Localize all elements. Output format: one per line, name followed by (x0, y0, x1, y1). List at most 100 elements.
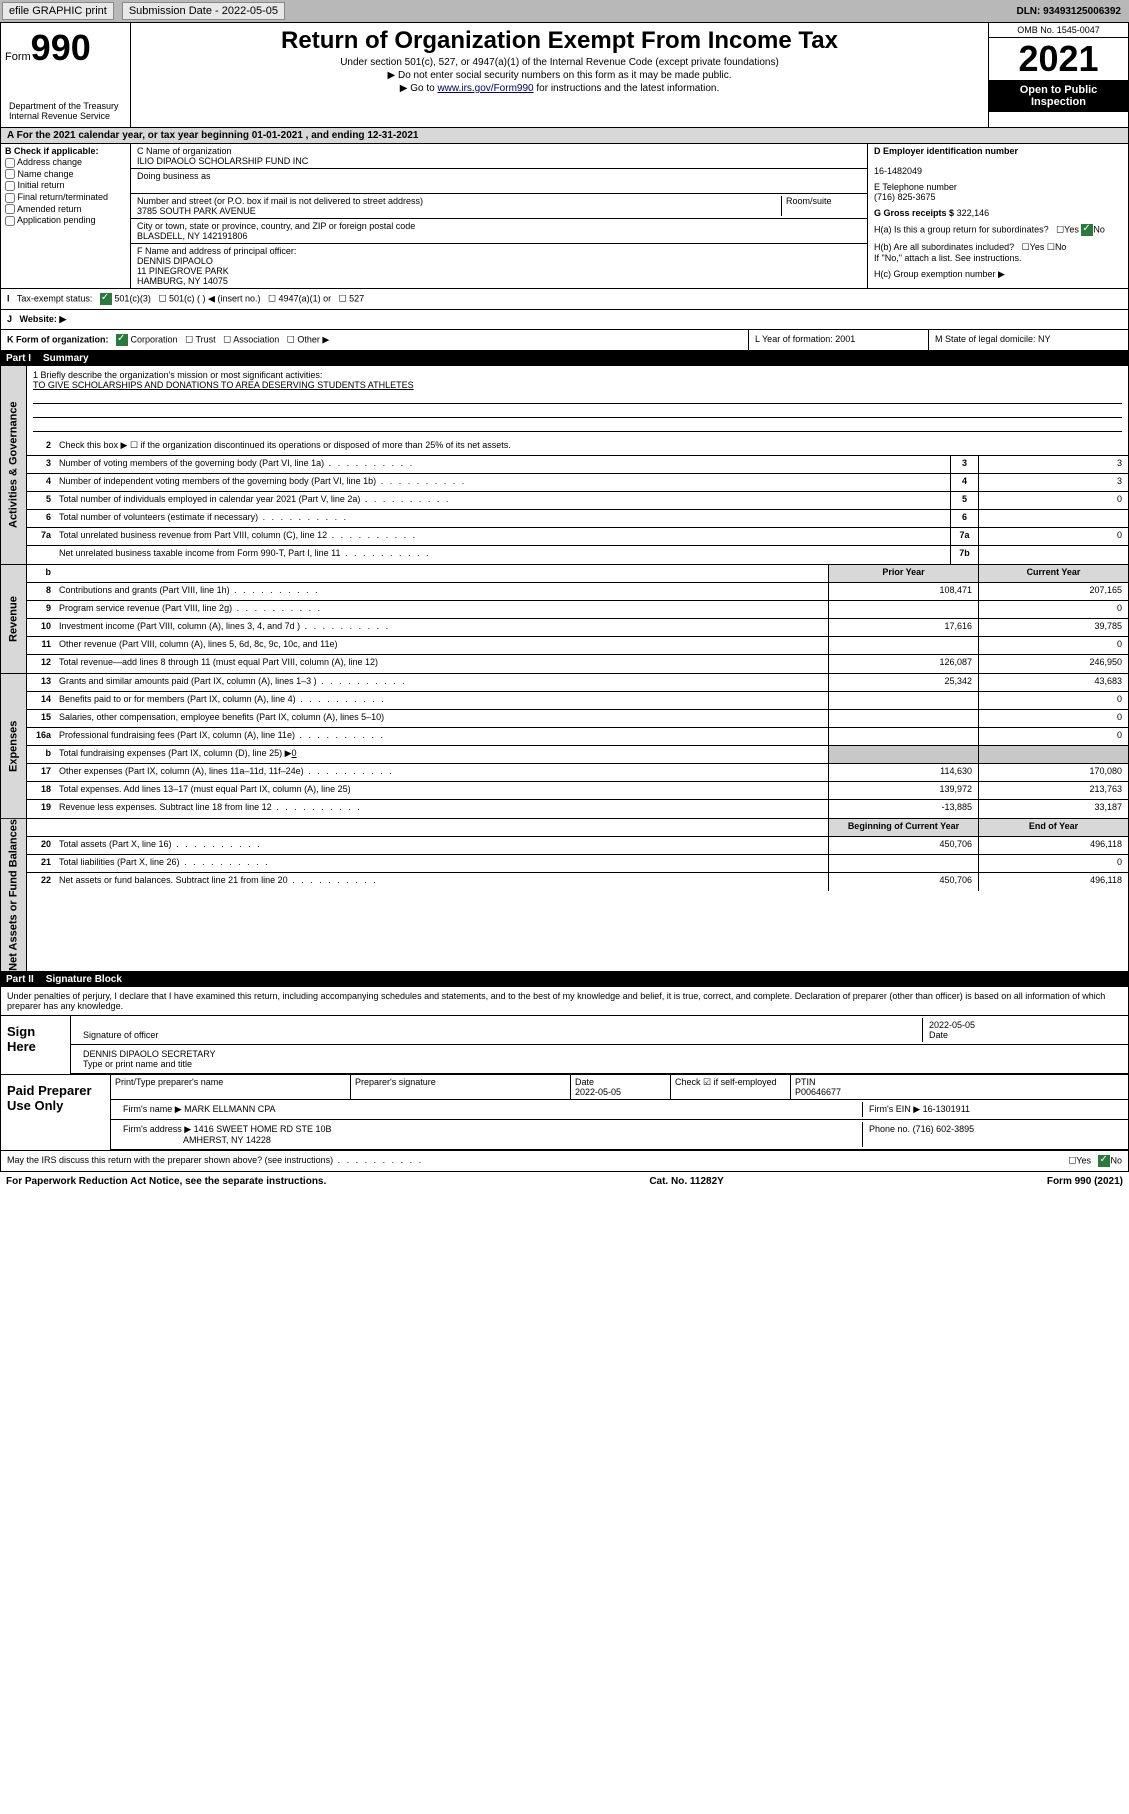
I-lbl: I (7, 293, 10, 303)
lbl-corp: Corporation (131, 334, 178, 344)
ha-lbl: H(a) Is this a group return for subordin… (874, 224, 1049, 234)
c13: 43,683 (978, 674, 1128, 691)
l7a: Total unrelated business revenue from Pa… (55, 528, 950, 545)
tel-lbl: E Telephone number (874, 182, 957, 192)
no1: No (1093, 224, 1105, 234)
ptin: P00646677 (795, 1087, 841, 1097)
c14: 0 (978, 692, 1128, 709)
cb-501c3[interactable] (100, 293, 112, 305)
website-lbl: Website: ▶ (20, 314, 67, 324)
phone: (716) 602-3895 (913, 1124, 975, 1134)
part1-header: Part I Summary (0, 351, 1129, 366)
korg-lbl: K Form of organization: (7, 334, 109, 344)
sig-date-val: 2022-05-05 (929, 1020, 975, 1030)
tab-governance: Activities & Governance (1, 366, 27, 564)
org-name: ILIO DIPAOLO SCHOLARSHIP FUND INC (137, 156, 861, 166)
dept-label: Department of the Treasury Internal Reve… (5, 99, 126, 123)
J-lbl: J (7, 314, 12, 324)
l14: Benefits paid to or for members (Part IX… (55, 692, 828, 709)
p14 (828, 692, 978, 709)
paid-preparer: Paid Preparer Use Only (1, 1075, 111, 1150)
c19: 33,187 (978, 800, 1128, 818)
b20: 450,706 (828, 837, 978, 854)
sig-officer-lbl: Signature of officer (83, 1030, 158, 1040)
cb-ha-no[interactable] (1081, 224, 1093, 236)
discuss-yes: Yes (1076, 1155, 1091, 1165)
v4: 3 (978, 474, 1128, 491)
v3: 3 (978, 456, 1128, 473)
subtitle-1: Under section 501(c), 527, or 4947(a)(1)… (139, 57, 980, 68)
cb-corp[interactable] (116, 334, 128, 346)
l20: Total assets (Part X, line 16) (55, 837, 828, 854)
lbl-addr: Address change (17, 157, 82, 167)
hb-note: If "No," attach a list. See instructions… (874, 253, 1021, 263)
org-city: BLASDELL, NY 142191806 (137, 231, 861, 241)
yes1: Yes (1064, 224, 1079, 234)
cb-final[interactable] (5, 193, 15, 203)
firm-name: MARK ELLMANN CPA (184, 1104, 275, 1114)
part1-lbl: Part I (6, 353, 31, 364)
tel: (716) 825-3675 (874, 192, 936, 202)
part2-title: Signature Block (46, 974, 122, 985)
cb-initial[interactable] (5, 181, 15, 191)
p9 (828, 601, 978, 618)
form-prefix: Form (5, 51, 31, 63)
c11: 0 (978, 637, 1128, 654)
begin-hdr: Beginning of Current Year (828, 819, 978, 836)
sign-here: Sign Here (1, 1016, 71, 1074)
discuss-lbl: May the IRS discuss this return with the… (7, 1155, 1068, 1167)
type-lbl: Type or print name and title (83, 1059, 192, 1069)
city-lbl: City or town, state or province, country… (137, 221, 861, 231)
c16a: 0 (978, 728, 1128, 745)
col-b-title: B Check if applicable: (5, 146, 126, 156)
e22: 496,118 (978, 873, 1128, 891)
cb-app-pending[interactable] (5, 216, 15, 226)
e21: 0 (978, 855, 1128, 872)
dba-lbl: Doing business as (137, 171, 861, 181)
dln-label: DLN: 93493125006392 (1016, 6, 1127, 17)
lbl-app: Application pending (17, 215, 96, 225)
b-lbl: b (27, 565, 55, 582)
form-header: Form990 Department of the Treasury Inter… (0, 22, 1129, 128)
cb-address-change[interactable] (5, 158, 15, 168)
l6: Total number of volunteers (estimate if … (55, 510, 950, 527)
p8: 108,471 (828, 583, 978, 600)
c17: 170,080 (978, 764, 1128, 781)
c9: 0 (978, 601, 1128, 618)
v5: 0 (978, 492, 1128, 509)
no2: No (1055, 242, 1067, 252)
c8: 207,165 (978, 583, 1128, 600)
v7a: 0 (978, 528, 1128, 545)
cb-name-change[interactable] (5, 169, 15, 179)
gross-lbl: G Gross receipts $ (874, 208, 954, 218)
hc-lbl: H(c) Group exemption number ▶ (874, 269, 1005, 279)
ein-lbl: D Employer identification number (874, 146, 1018, 156)
c18: 213,763 (978, 782, 1128, 799)
l17: Other expenses (Part IX, column (A), lin… (55, 764, 828, 781)
p10: 17,616 (828, 619, 978, 636)
l5: Total number of individuals employed in … (55, 492, 950, 509)
l8: Contributions and grants (Part VIII, lin… (55, 583, 828, 600)
inspection-label: Open to Public Inspection (989, 80, 1128, 112)
p16a (828, 728, 978, 745)
lbl-527: 527 (349, 293, 364, 303)
l15: Salaries, other compensation, employee b… (55, 710, 828, 727)
cb-discuss-no[interactable] (1098, 1155, 1110, 1167)
ein: 16-1482049 (874, 166, 922, 176)
ptin-lbl: PTIN (795, 1077, 816, 1087)
hb-lbl: H(b) Are all subordinates included? (874, 242, 1014, 252)
officer-name: DENNIS DIPAOLO (137, 256, 861, 266)
v6 (978, 510, 1128, 527)
lbl-initial: Initial return (18, 180, 65, 190)
officer-lbl: F Name and address of principal officer: (137, 246, 861, 256)
room-lbl: Room/suite (781, 196, 861, 216)
l18: Total expenses. Add lines 13–17 (must eq… (55, 782, 828, 799)
officer-addr1: 11 PINEGROVE PARK (137, 266, 861, 276)
sub3-post: for instructions and the latest informat… (534, 83, 720, 94)
p11 (828, 637, 978, 654)
lbl-other: Other ▶ (297, 334, 329, 344)
irs-link[interactable]: www.irs.gov/Form990 (437, 83, 533, 94)
b22: 450,706 (828, 873, 978, 891)
cb-amended[interactable] (5, 204, 15, 214)
firm-addr2: AMHERST, NY 14228 (183, 1135, 271, 1145)
